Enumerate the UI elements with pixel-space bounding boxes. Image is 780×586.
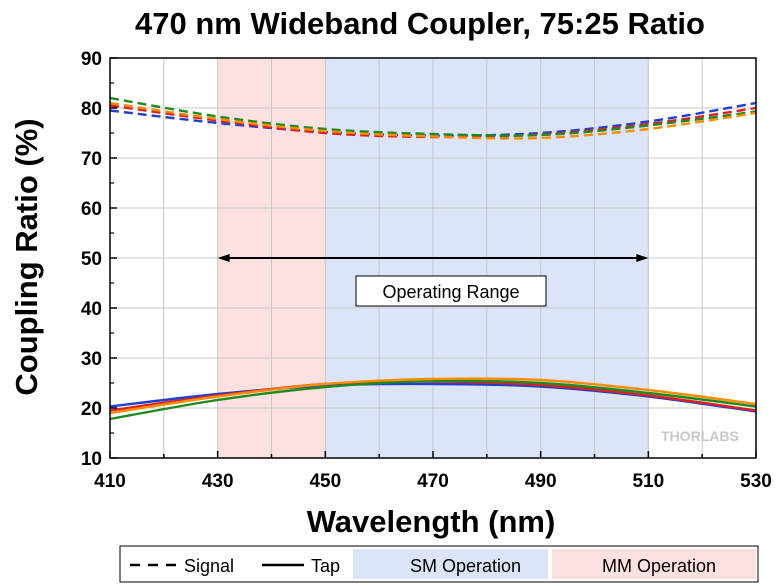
y-tick-label-80: 80 bbox=[81, 99, 102, 120]
legend-tap-label: Tap bbox=[311, 556, 340, 576]
y-axis-ticks: 10 20 30 40 50 60 70 80 90 bbox=[81, 49, 117, 470]
annotation-label: Operating Range bbox=[382, 282, 519, 302]
x-axis-ticks: 410 430 450 470 490 510 530 bbox=[94, 451, 772, 492]
legend-mm-operation-swatch bbox=[552, 549, 756, 579]
legend-sm-operation-swatch bbox=[353, 549, 548, 579]
x-tick-label-450: 450 bbox=[309, 471, 341, 492]
x-tick-label-410: 410 bbox=[94, 471, 126, 492]
y-tick-label-50: 50 bbox=[81, 249, 102, 270]
x-tick-label-490: 490 bbox=[525, 471, 557, 492]
y-axis-label: Coupling Ratio (%) bbox=[9, 118, 44, 395]
x-tick-label-510: 510 bbox=[632, 471, 664, 492]
chart-title: 470 nm Wideband Coupler, 75:25 Ratio bbox=[135, 6, 705, 41]
x-tick-label-430: 430 bbox=[202, 471, 234, 492]
x-axis-label: Wavelength (nm) bbox=[307, 504, 556, 539]
x-tick-label-530: 530 bbox=[740, 471, 772, 492]
signal-line-3 bbox=[109, 101, 757, 140]
y-tick-label-60: 60 bbox=[81, 199, 102, 220]
legend-signal-label: Signal bbox=[184, 556, 234, 576]
y-tick-label-10: 10 bbox=[81, 449, 102, 470]
data-series bbox=[109, 96, 757, 421]
tap-line-6 bbox=[109, 379, 757, 421]
thorlabs-watermark: THORLABS bbox=[661, 428, 739, 444]
arrowhead-left bbox=[217, 254, 230, 262]
signal-line-2 bbox=[109, 96, 757, 137]
legend: Signal Tap SM Operation MM Operation bbox=[119, 545, 759, 583]
legend-sm-operation-label: SM Operation bbox=[410, 556, 521, 576]
operating-range-annotation: Operating Range bbox=[217, 254, 649, 307]
y-tick-label-90: 90 bbox=[81, 49, 102, 70]
tap-line-7 bbox=[109, 377, 757, 415]
x-tick-label-470: 470 bbox=[417, 471, 449, 492]
y-tick-label-30: 30 bbox=[81, 349, 102, 370]
y-tick-label-40: 40 bbox=[81, 299, 102, 320]
legend-mm-operation-label: MM Operation bbox=[602, 556, 716, 576]
arrowhead-right bbox=[636, 254, 649, 262]
annotation-box bbox=[355, 275, 547, 307]
y-tick-label-70: 70 bbox=[81, 149, 102, 170]
y-tick-label-20: 20 bbox=[81, 399, 102, 420]
